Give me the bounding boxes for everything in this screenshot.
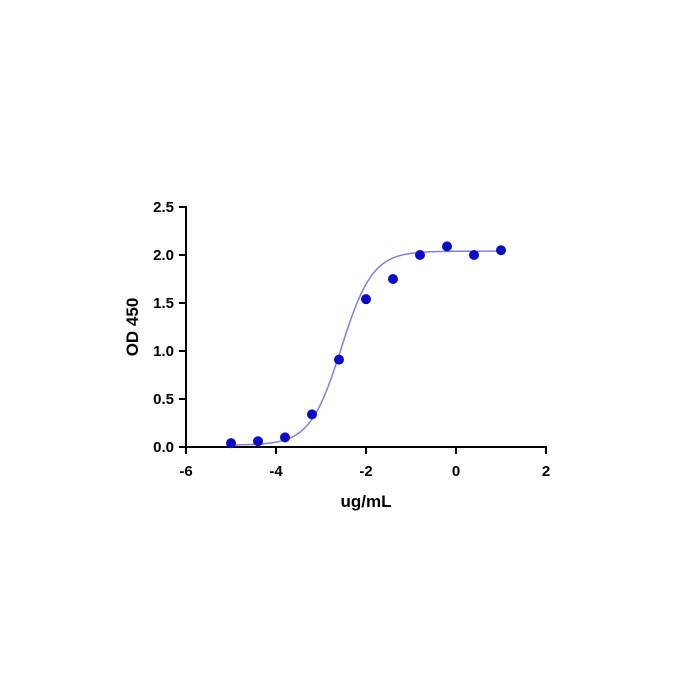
y-axis-ticks: 0.0 0.5 1.0 1.5 2.0 2.5 xyxy=(153,199,186,456)
x-tick-label: 2 xyxy=(542,463,550,480)
data-point xyxy=(307,409,317,420)
data-points xyxy=(226,241,506,449)
x-tick-label: -2 xyxy=(359,463,372,480)
data-point xyxy=(280,432,290,443)
y-axis-title: OD 450 xyxy=(123,298,142,357)
data-point xyxy=(415,250,425,260)
data-point xyxy=(334,354,344,365)
y-tick-label: 0.5 xyxy=(153,391,174,408)
data-point xyxy=(226,438,236,449)
y-tick-label: 1.5 xyxy=(153,295,174,312)
data-point xyxy=(496,245,506,256)
data-point xyxy=(253,436,263,447)
y-tick-label: 2.0 xyxy=(153,247,174,264)
fit-curve xyxy=(230,250,501,446)
x-tick-label: -4 xyxy=(269,463,283,480)
plot-area: -6 -4 -2 0 2 0.0 0.5 1.0 1.5 2.0 2.5 xyxy=(153,199,550,480)
data-point xyxy=(388,274,398,284)
y-tick-label: 0.0 xyxy=(153,439,174,456)
data-point xyxy=(361,294,371,305)
y-tick-label: 1.0 xyxy=(153,343,174,360)
x-axis-title: ug/mL xyxy=(341,492,392,511)
x-tick-label: -6 xyxy=(179,463,192,480)
data-point xyxy=(442,241,452,252)
x-tick-label: 0 xyxy=(452,463,460,480)
x-axis-ticks: -6 -4 -2 0 2 xyxy=(179,447,550,480)
y-tick-label: 2.5 xyxy=(153,199,174,216)
data-point xyxy=(469,250,479,260)
